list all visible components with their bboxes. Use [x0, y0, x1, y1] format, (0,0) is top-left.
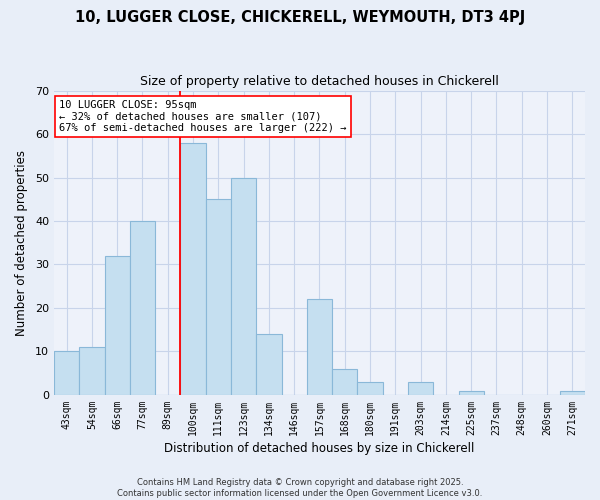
Bar	[332, 369, 358, 395]
Text: 10 LUGGER CLOSE: 95sqm
← 32% of detached houses are smaller (107)
67% of semi-de: 10 LUGGER CLOSE: 95sqm ← 32% of detached…	[59, 100, 347, 133]
Bar	[79, 347, 104, 395]
Bar	[560, 390, 585, 395]
Bar	[104, 256, 130, 395]
Bar	[54, 352, 79, 395]
Bar	[408, 382, 433, 395]
X-axis label: Distribution of detached houses by size in Chickerell: Distribution of detached houses by size …	[164, 442, 475, 455]
Bar	[130, 221, 155, 395]
Y-axis label: Number of detached properties: Number of detached properties	[15, 150, 28, 336]
Title: Size of property relative to detached houses in Chickerell: Size of property relative to detached ho…	[140, 75, 499, 88]
Bar	[458, 390, 484, 395]
Bar	[231, 178, 256, 395]
Bar	[358, 382, 383, 395]
Bar	[206, 200, 231, 395]
Text: 10, LUGGER CLOSE, CHICKERELL, WEYMOUTH, DT3 4PJ: 10, LUGGER CLOSE, CHICKERELL, WEYMOUTH, …	[75, 10, 525, 25]
Bar	[256, 334, 281, 395]
Text: Contains HM Land Registry data © Crown copyright and database right 2025.
Contai: Contains HM Land Registry data © Crown c…	[118, 478, 482, 498]
Bar	[307, 300, 332, 395]
Bar	[181, 142, 206, 395]
